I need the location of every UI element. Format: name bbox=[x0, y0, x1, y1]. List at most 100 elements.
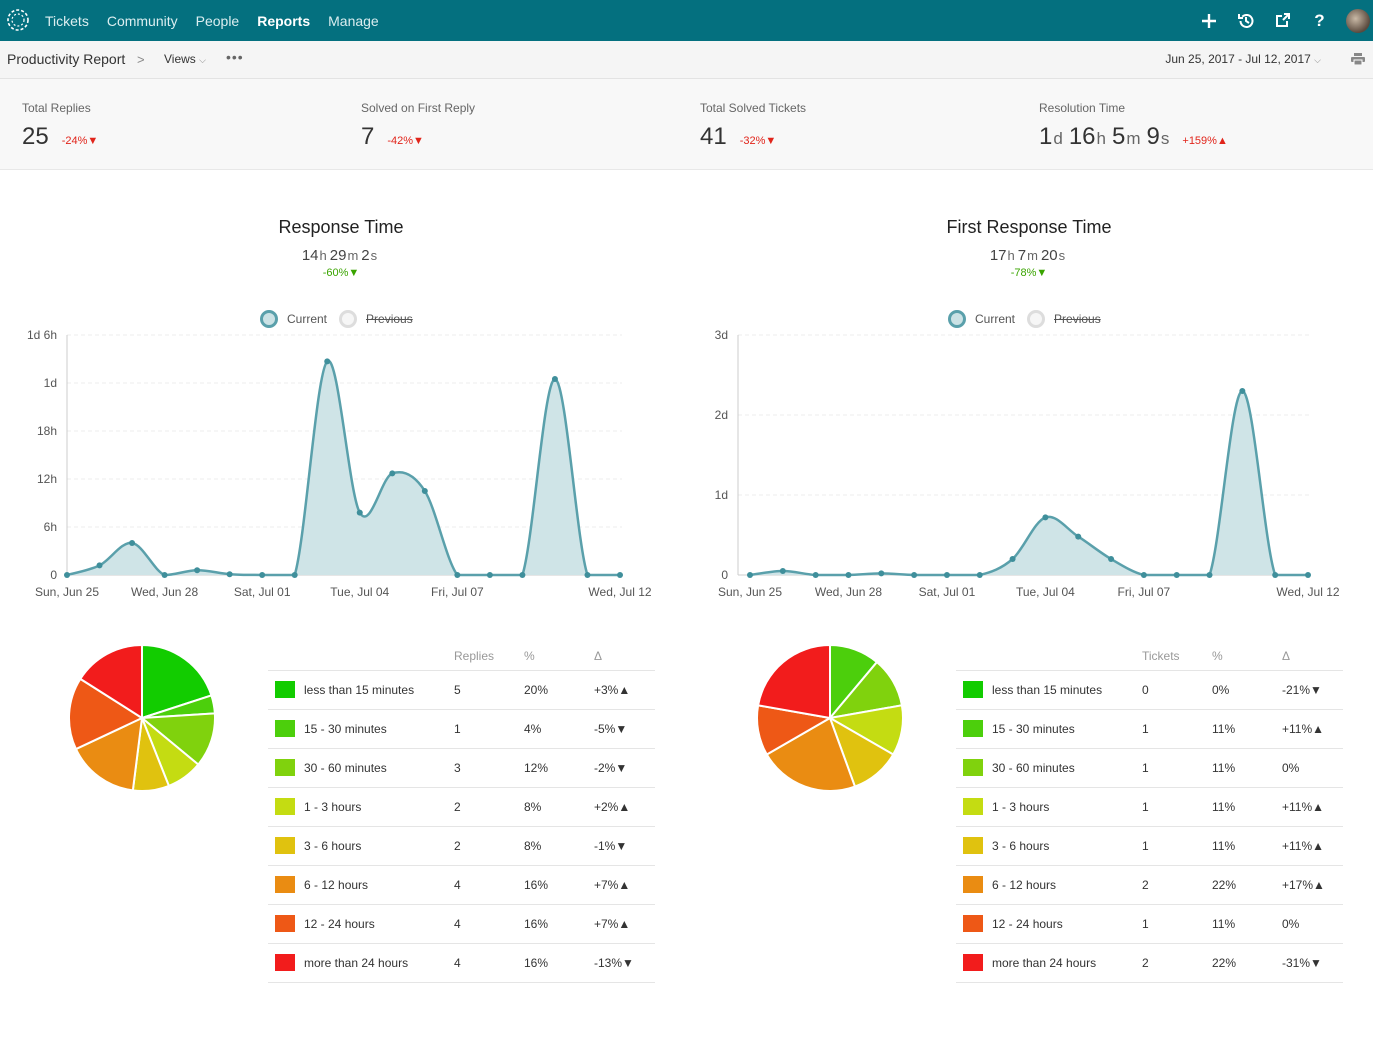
bucket-count: 1 bbox=[454, 709, 524, 749]
pie-slice bbox=[756, 643, 831, 720]
data-point bbox=[779, 568, 786, 574]
unit: m bbox=[1027, 248, 1038, 263]
legend-previous-toggle[interactable] bbox=[339, 310, 358, 328]
bucket-label: 15 - 30 minutes bbox=[304, 709, 454, 749]
print-icon[interactable] bbox=[1351, 53, 1365, 65]
stat-change: -32%▼ bbox=[739, 135, 777, 147]
color-swatch bbox=[275, 876, 295, 893]
nav-manage[interactable]: Manage bbox=[328, 12, 379, 29]
value-hours: 14 bbox=[301, 247, 319, 264]
bucket-percent: 22% bbox=[1212, 943, 1282, 983]
bucket-percent: 4% bbox=[524, 709, 594, 749]
bucket-label: 1 - 3 hours bbox=[992, 787, 1142, 827]
date-range-picker[interactable]: Jun 25, 2017 - Jul 12, 2017 ⌵ bbox=[1165, 52, 1321, 66]
pie-slice bbox=[78, 643, 143, 720]
bucket-label: 12 - 24 hours bbox=[992, 904, 1142, 944]
app-logo-icon[interactable] bbox=[5, 7, 31, 33]
breadcrumb-chevron-icon: > bbox=[137, 52, 145, 67]
nav-tickets[interactable]: Tickets bbox=[45, 12, 89, 29]
data-point bbox=[64, 572, 70, 578]
data-point bbox=[747, 572, 753, 578]
bucket-count: 5 bbox=[454, 670, 524, 710]
table-header-row: Replies % Δ bbox=[268, 642, 655, 671]
value-hours: 17 bbox=[989, 247, 1007, 264]
stat-value-hours: 16 bbox=[1068, 123, 1096, 150]
bucket-percent: 16% bbox=[524, 865, 594, 905]
legend-previous-label[interactable]: Previous bbox=[366, 312, 413, 326]
first-response-time-chart: 0 1d 2d 3d Sun, Jun 25 Wed, Jun 28 Sat, Jul 01… bbox=[715, 328, 1340, 599]
bucket-label: 6 - 12 hours bbox=[992, 865, 1142, 905]
nav-people[interactable]: People bbox=[195, 12, 240, 29]
data-point bbox=[1140, 572, 1147, 578]
value-minutes: 29 bbox=[329, 247, 347, 264]
bucket-count: 2 bbox=[454, 787, 524, 827]
data-point bbox=[1042, 514, 1049, 521]
legend-current-label[interactable]: Current bbox=[287, 312, 328, 326]
response-time-title: Response Time bbox=[278, 217, 404, 237]
bucket-delta: +17%▲ bbox=[1282, 865, 1343, 905]
stat-label: Total Replies bbox=[22, 101, 91, 115]
header-count: Tickets bbox=[1142, 642, 1212, 671]
data-point bbox=[1206, 572, 1213, 578]
bucket-label: 6 - 12 hours bbox=[304, 865, 454, 905]
table-header-row: Tickets % Δ bbox=[956, 642, 1343, 671]
bucket-label: 3 - 6 hours bbox=[992, 826, 1142, 866]
stat-unit: m bbox=[1126, 129, 1141, 148]
color-swatch bbox=[275, 759, 295, 776]
user-avatar[interactable] bbox=[1346, 8, 1370, 33]
help-icon[interactable]: ? bbox=[1314, 10, 1325, 30]
response-time-value: 14h 29m 2s bbox=[141, 247, 541, 264]
bucket-count: 1 bbox=[1142, 904, 1212, 944]
legend-previous-label[interactable]: Previous bbox=[1054, 312, 1101, 326]
views-dropdown[interactable]: Views ⌵ bbox=[164, 52, 206, 66]
y-tick-label: 3d bbox=[715, 328, 728, 342]
breadcrumb-report-title[interactable]: Productivity Report bbox=[7, 51, 126, 67]
data-point bbox=[1239, 388, 1246, 394]
bucket-delta: +11%▲ bbox=[1282, 787, 1343, 827]
plus-icon[interactable] bbox=[1190, 0, 1227, 41]
x-tick-label: Fri, Jul 07 bbox=[431, 585, 484, 599]
nav-community[interactable]: Community bbox=[106, 12, 178, 29]
x-tick-label: Fri, Jul 07 bbox=[1118, 585, 1171, 599]
nav-reports[interactable]: Reports bbox=[257, 12, 311, 29]
x-tick-label: Sun, Jun 25 bbox=[718, 585, 782, 599]
bucket-delta: +11%▲ bbox=[1282, 709, 1343, 749]
stat-solved-first-reply: Solved on First Reply 7 -42%▼ bbox=[361, 101, 475, 151]
legend-current-toggle[interactable] bbox=[260, 310, 278, 328]
bucket-label: 15 - 30 minutes bbox=[992, 709, 1142, 749]
legend-current-label[interactable]: Current bbox=[975, 312, 1016, 326]
x-tick-label: Wed, Jul 12 bbox=[1276, 585, 1339, 599]
y-tick-label: 1d 6h bbox=[27, 328, 57, 342]
data-point bbox=[584, 572, 591, 578]
x-tick-label: Sun, Jun 25 bbox=[35, 585, 99, 599]
data-point bbox=[389, 470, 396, 477]
bucket-delta: 0% bbox=[1282, 748, 1343, 788]
bucket-count: 4 bbox=[454, 904, 524, 944]
bucket-percent: 11% bbox=[1212, 904, 1282, 944]
data-point bbox=[976, 572, 983, 578]
header-color bbox=[956, 642, 992, 671]
bucket-percent: 11% bbox=[1212, 787, 1282, 827]
stat-unit: h bbox=[1096, 129, 1106, 148]
x-tick-label: Wed, Jun 28 bbox=[131, 585, 198, 599]
unit: h bbox=[1007, 248, 1015, 263]
legend-current-toggle[interactable] bbox=[948, 310, 966, 328]
data-point bbox=[943, 572, 950, 578]
header-percent: % bbox=[1212, 642, 1282, 671]
history-icon[interactable] bbox=[1227, 0, 1264, 41]
table-row: 3 - 6 hours 2 8% -1%▼ bbox=[268, 826, 655, 866]
y-tick-label: 12h bbox=[37, 472, 57, 486]
report-subheader: Productivity Report > Views ⌵ ••• Jun 25… bbox=[0, 41, 1373, 79]
more-options-button[interactable]: ••• bbox=[226, 49, 244, 65]
bucket-label: less than 15 minutes bbox=[992, 670, 1142, 710]
table-row: 6 - 12 hours 2 22% +17%▲ bbox=[956, 865, 1343, 905]
legend-previous-toggle[interactable] bbox=[1027, 310, 1046, 328]
table-row: less than 15 minutes 0 0% -21%▼ bbox=[956, 670, 1343, 710]
x-tick-label: Sat, Jul 01 bbox=[919, 585, 976, 599]
x-tick-label: Tue, Jul 04 bbox=[330, 585, 389, 599]
external-link-icon[interactable] bbox=[1264, 0, 1301, 41]
stat-change: +159%▲ bbox=[1182, 135, 1228, 147]
color-swatch bbox=[963, 720, 983, 737]
top-actions: ? bbox=[1190, 0, 1373, 41]
header-percent: % bbox=[524, 642, 594, 671]
